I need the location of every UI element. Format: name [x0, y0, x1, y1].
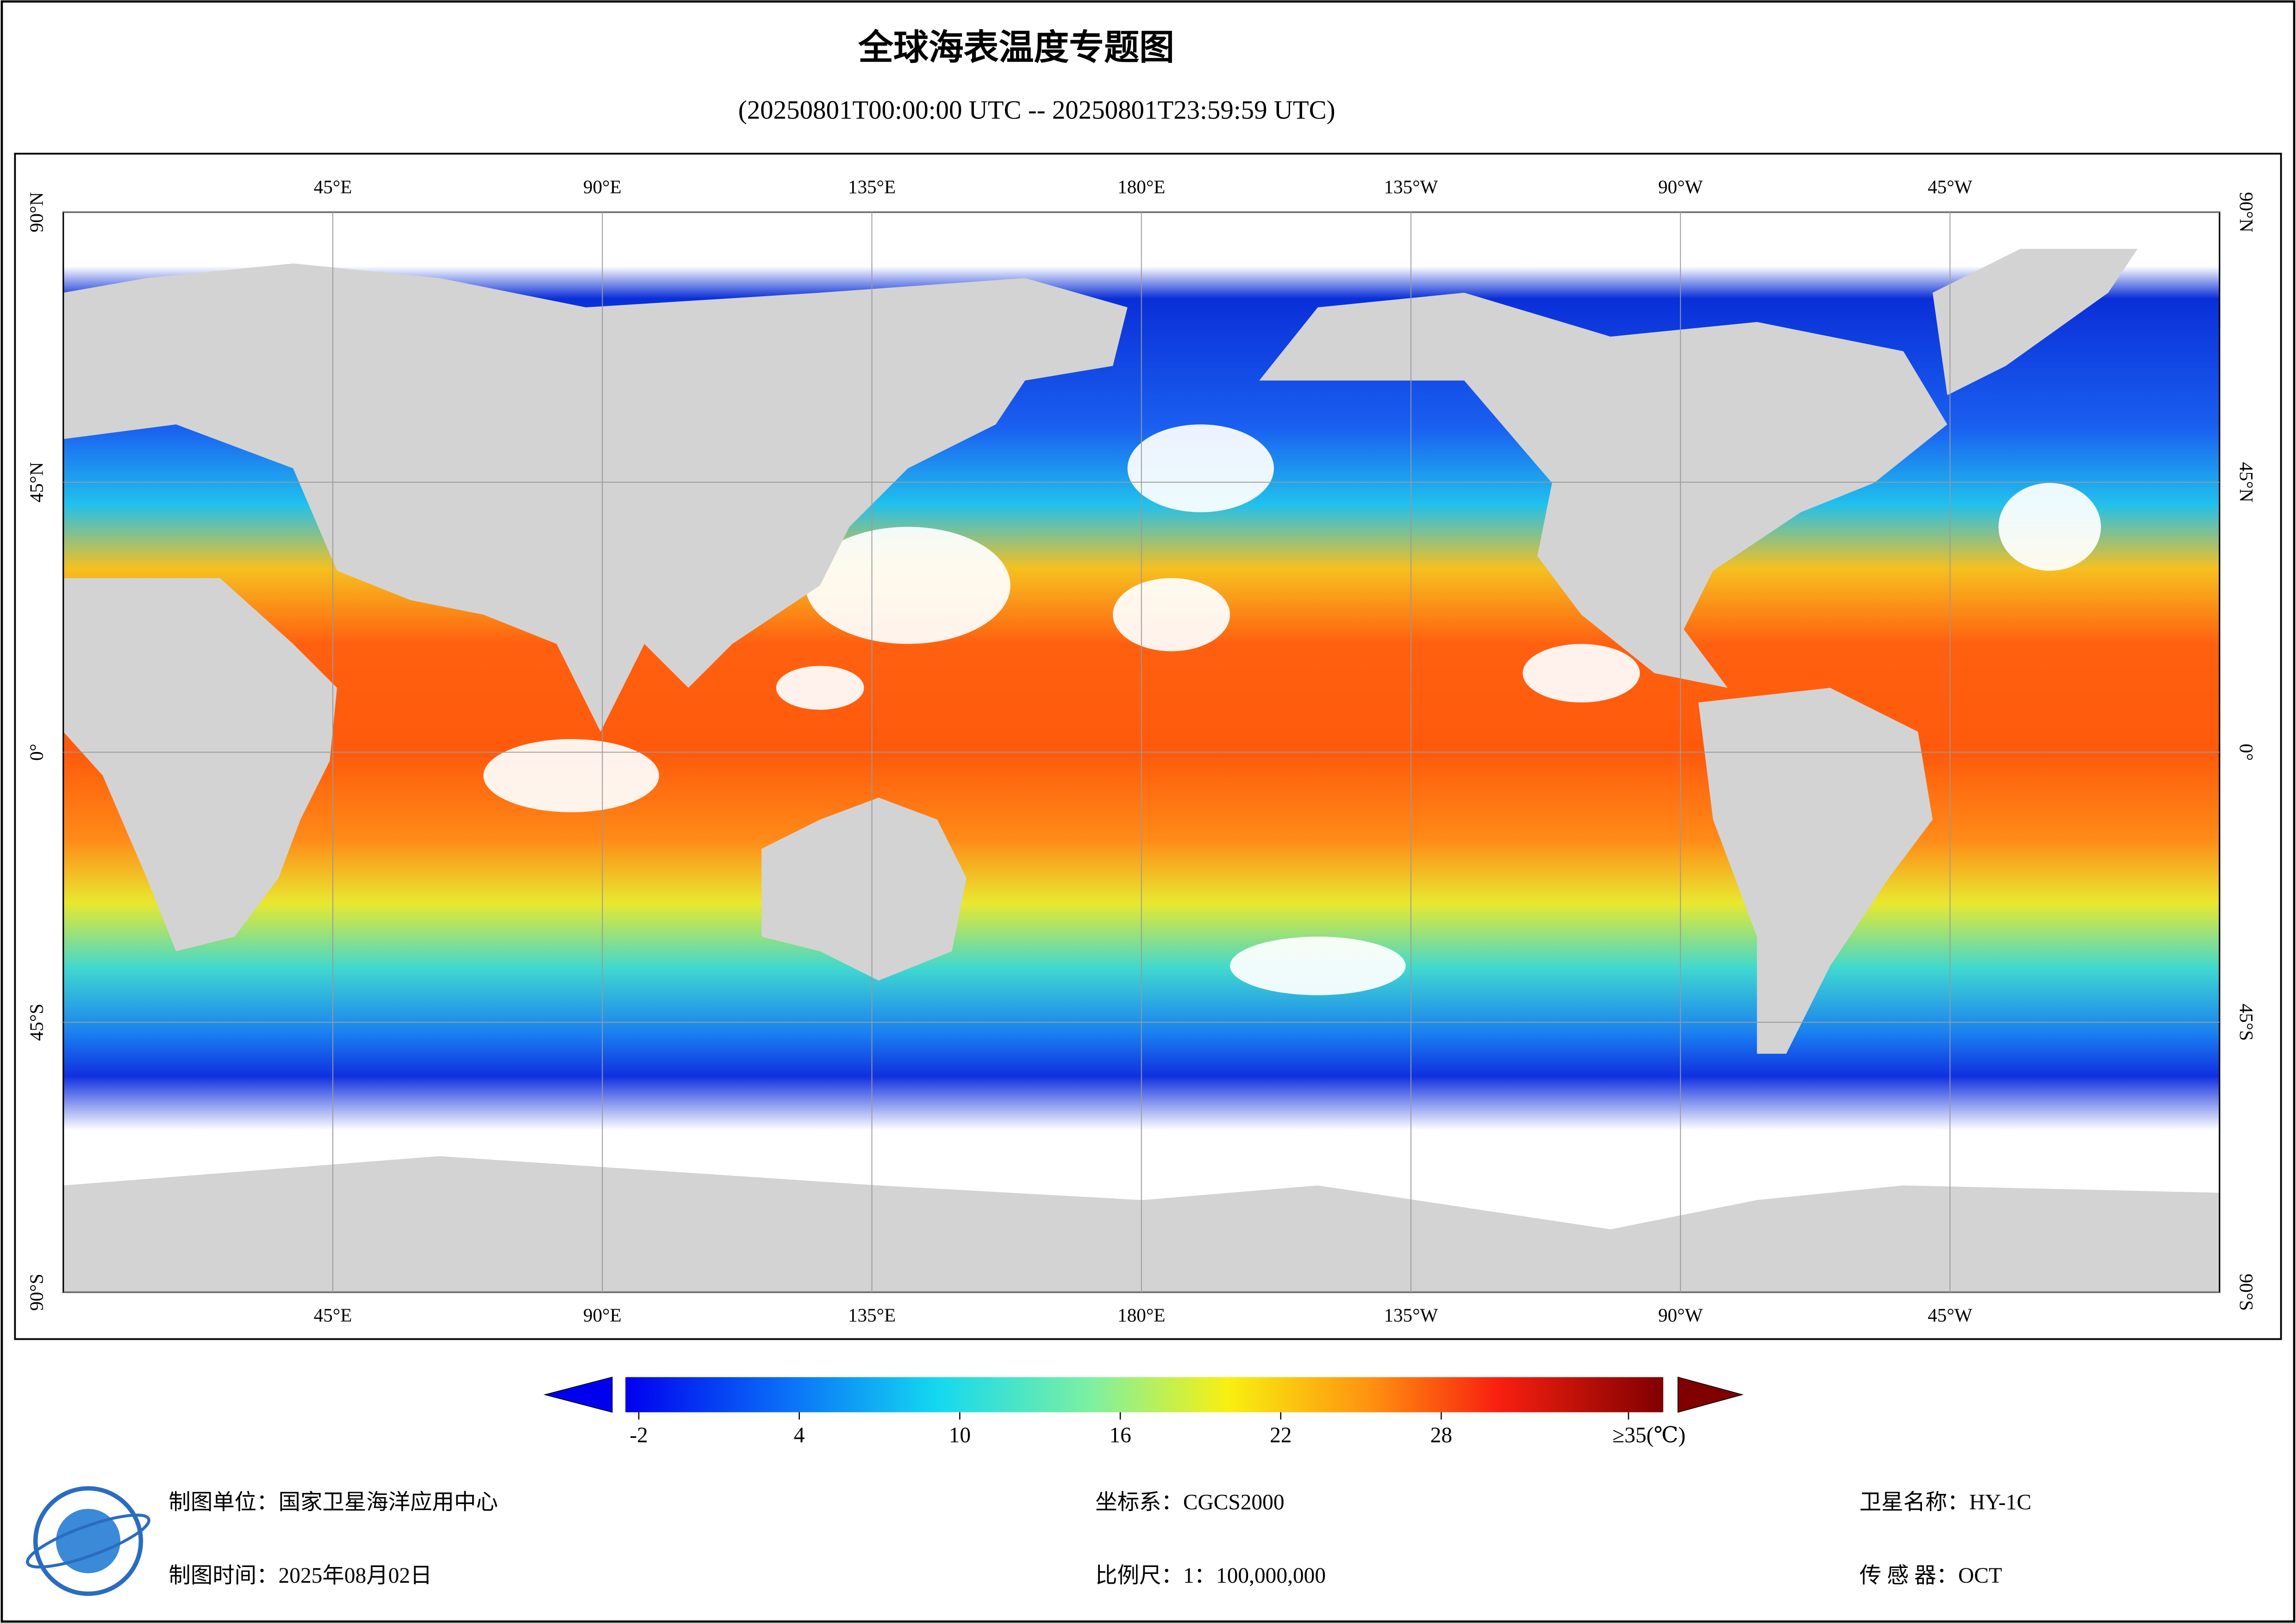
lon-label-top: 45°W — [1928, 176, 1972, 197]
logo — [26, 1486, 150, 1596]
lon-label-bottom: 135°E — [848, 1305, 896, 1326]
lat-label-right: 45°S — [2236, 1004, 2257, 1041]
colorbar-tick-label: 4 — [794, 1423, 805, 1447]
lat-label-left: 45°S — [25, 1004, 47, 1041]
lat-label-right: 90°S — [2236, 1274, 2257, 1311]
lat-label-left: 90°N — [25, 192, 47, 232]
lon-label-bottom: 90°W — [1658, 1305, 1703, 1326]
lat-label-left: 0° — [25, 744, 47, 761]
lon-label-bottom: 180°E — [1117, 1305, 1165, 1326]
lat-label-left: 45°N — [25, 462, 47, 502]
colorbar-tick-label: 22 — [1270, 1423, 1292, 1447]
colorbar-tick-label: 28 — [1430, 1423, 1452, 1447]
lat-label-right: 90°N — [2236, 192, 2257, 232]
colorbar-tick-label: 16 — [1109, 1423, 1131, 1447]
lat-label-left: 90°S — [25, 1274, 47, 1311]
map-frame — [14, 153, 2282, 1340]
lon-label-top: 90°E — [583, 176, 622, 197]
colorbar-min-arrow — [543, 1376, 613, 1413]
footer-crs: 坐标系：CGCS2000 — [1095, 1491, 1284, 1515]
lat-label-right: 0° — [2236, 744, 2257, 761]
colorbar-tick-label: -2 — [630, 1423, 648, 1447]
clouds — [483, 395, 2101, 995]
lon-label-bottom: 45°E — [314, 1305, 352, 1326]
footer-sensor: 传 感 器：OCT — [1859, 1564, 2002, 1588]
lat-label-right: 45°N — [2236, 462, 2257, 502]
lon-label-top: 135°W — [1384, 176, 1438, 197]
footer-satellite: 卫星名称：HY-1C — [1859, 1491, 2031, 1515]
lon-label-top: 135°E — [848, 176, 896, 197]
lon-label-bottom: 90°E — [583, 1305, 622, 1326]
lon-label-top: 45°E — [314, 176, 352, 197]
subtitle: (20250801T00:00:00 UTC -- 20250801T23:59… — [738, 96, 1335, 125]
lon-label-bottom: 135°W — [1384, 1305, 1438, 1326]
lon-label-top: 180°E — [1117, 176, 1165, 197]
footer-unit: 制图单位：国家卫星海洋应用中心 — [168, 1491, 498, 1515]
title: 全球海表温度专题图 — [858, 27, 1174, 68]
footer-date: 制图时间：2025年08月02日 — [168, 1564, 432, 1588]
colorbar-max-arrow — [1677, 1376, 1744, 1413]
lon-label-bottom: 45°W — [1928, 1305, 1972, 1326]
lon-label-top: 90°W — [1658, 176, 1703, 197]
colorbar — [625, 1377, 1664, 1412]
colorbar-tick-label: ≥35(℃) — [1612, 1423, 1685, 1447]
footer-scale: 比例尺：1：100,000,000 — [1095, 1564, 1326, 1588]
map — [62, 211, 2221, 1293]
colorbar-tick-label: 10 — [949, 1423, 971, 1447]
